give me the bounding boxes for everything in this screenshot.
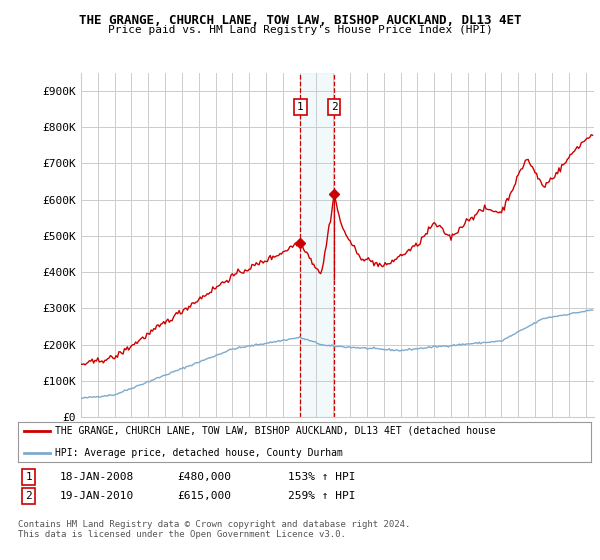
Text: 153% ↑ HPI: 153% ↑ HPI	[288, 472, 355, 482]
Text: 2: 2	[331, 102, 338, 112]
Text: HPI: Average price, detached house, County Durham: HPI: Average price, detached house, Coun…	[55, 448, 343, 458]
Bar	[301, 73, 334, 417]
Text: 19-JAN-2010: 19-JAN-2010	[60, 491, 134, 501]
Text: £480,000: £480,000	[177, 472, 231, 482]
Text: 18-JAN-2008: 18-JAN-2008	[60, 472, 134, 482]
Text: THE GRANGE, CHURCH LANE, TOW LAW, BISHOP AUCKLAND, DL13 4ET: THE GRANGE, CHURCH LANE, TOW LAW, BISHOP…	[79, 14, 521, 27]
Text: 1: 1	[297, 102, 304, 112]
Text: £615,000: £615,000	[177, 491, 231, 501]
Text: 259% ↑ HPI: 259% ↑ HPI	[288, 491, 355, 501]
Text: Contains HM Land Registry data © Crown copyright and database right 2024.
This d: Contains HM Land Registry data © Crown c…	[18, 520, 410, 539]
Text: Price paid vs. HM Land Registry's House Price Index (HPI): Price paid vs. HM Land Registry's House …	[107, 25, 493, 35]
Text: THE GRANGE, CHURCH LANE, TOW LAW, BISHOP AUCKLAND, DL13 4ET (detached house: THE GRANGE, CHURCH LANE, TOW LAW, BISHOP…	[55, 426, 496, 436]
Text: 1: 1	[25, 472, 32, 482]
Text: 2: 2	[25, 491, 32, 501]
